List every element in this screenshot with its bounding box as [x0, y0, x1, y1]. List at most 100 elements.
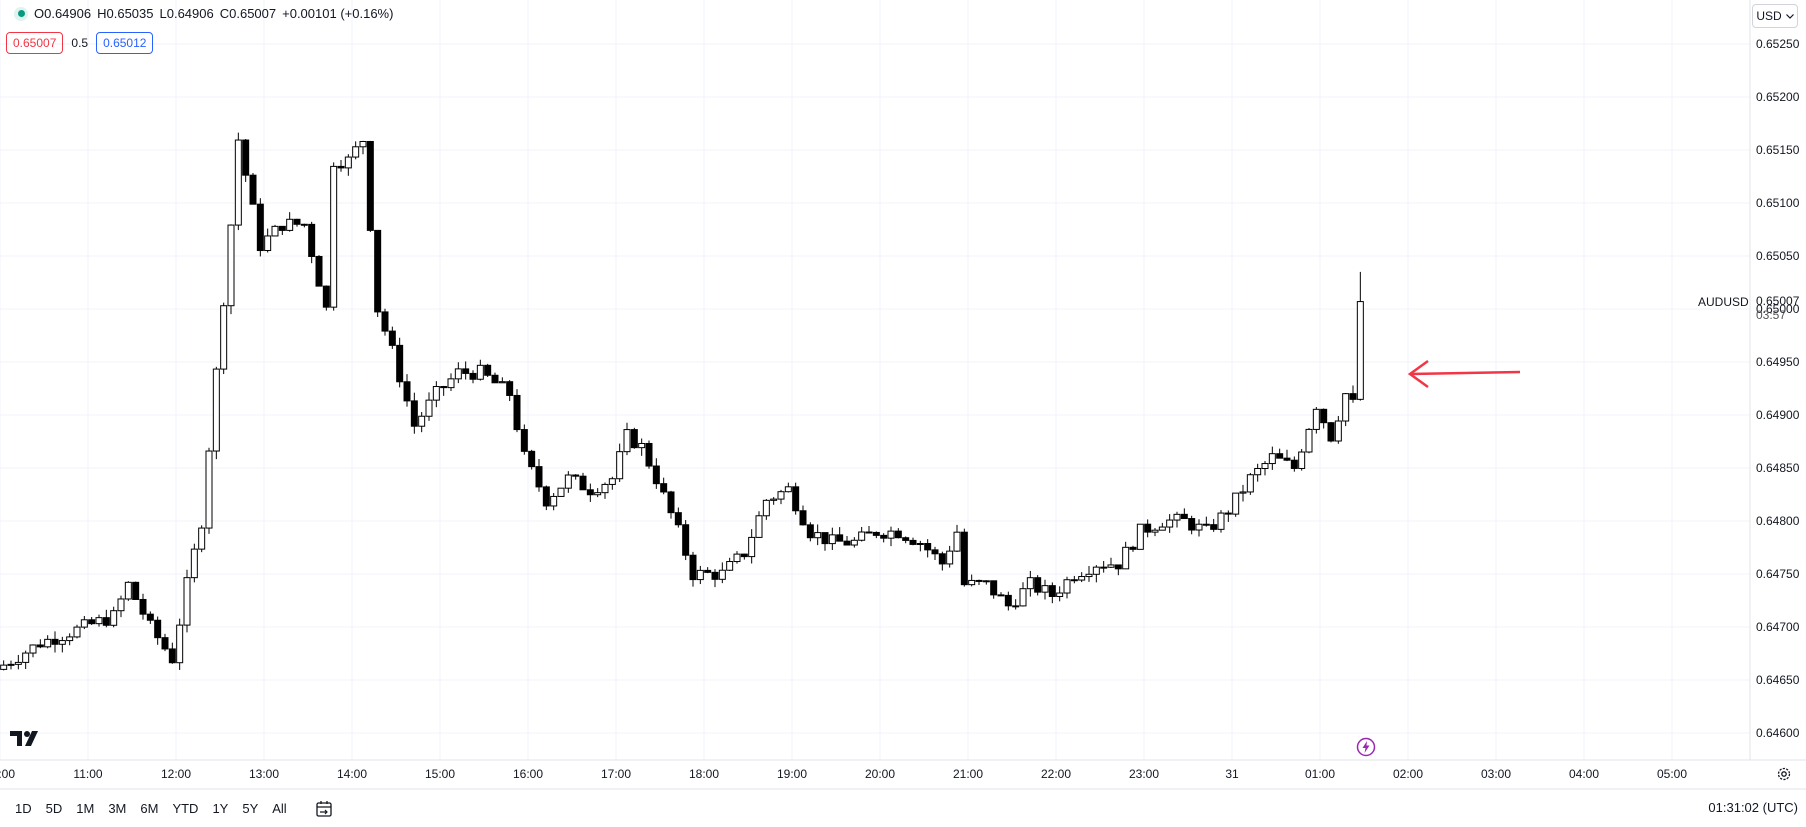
- candle-down: [1202, 523, 1210, 526]
- price-tick-label: 0.64650: [1756, 673, 1800, 687]
- candle-up: [454, 368, 462, 380]
- candle-up: [1136, 523, 1144, 550]
- price-tick-label: 0.64600: [1756, 726, 1800, 740]
- time-tick-label: 02:00: [1393, 767, 1423, 781]
- candle-up: [227, 224, 235, 307]
- legend-open: O0.64906: [34, 6, 92, 21]
- sell-price-button[interactable]: 0.65007: [6, 32, 64, 54]
- candle-up: [95, 617, 103, 625]
- time-tick-label: 01:00: [1305, 767, 1335, 781]
- candle-down: [506, 381, 514, 396]
- candle-down: [902, 537, 910, 541]
- utc-clock[interactable]: 01:31:02 (UTC): [1708, 800, 1798, 815]
- range-5d-button[interactable]: 5D: [45, 801, 63, 816]
- range-1y-button[interactable]: 1Y: [212, 801, 229, 816]
- candle-up: [498, 381, 506, 384]
- time-tick-label: 17:00: [601, 767, 631, 781]
- candle-up: [1019, 588, 1027, 607]
- candle-down: [132, 581, 140, 600]
- range-6m-button[interactable]: 6M: [140, 801, 159, 816]
- candle-up: [762, 499, 770, 517]
- candle-up: [616, 451, 624, 480]
- candle-down: [1114, 564, 1122, 570]
- candle-up: [264, 235, 272, 252]
- candle-down: [1144, 523, 1152, 533]
- candle-up: [425, 399, 433, 417]
- candle-up: [953, 531, 961, 552]
- range-ytd-button[interactable]: YTD: [172, 801, 199, 816]
- lightning-icon[interactable]: [1356, 737, 1376, 762]
- candle-up: [638, 442, 646, 449]
- range-1m-button[interactable]: 1M: [76, 801, 95, 816]
- candle-down: [51, 638, 59, 645]
- candle-down: [865, 531, 873, 534]
- candle-up: [564, 474, 572, 489]
- candle-up: [1056, 592, 1064, 597]
- annotation-arrow-head: [1407, 359, 1429, 389]
- candle-down: [1283, 457, 1291, 461]
- time-tick-label: 16:00: [513, 767, 543, 781]
- candle-up: [66, 636, 74, 642]
- candle-down: [1070, 579, 1078, 582]
- candle-down: [146, 613, 154, 621]
- candle-down: [322, 285, 330, 308]
- candle-up: [58, 640, 66, 645]
- price-chart[interactable]: 0.65250 0.65200 0.65150 0.65100 0.65050 0.650…: [0, 0, 1806, 790]
- candle-up: [176, 624, 184, 664]
- candle-down: [1004, 594, 1012, 607]
- candle-down: [1290, 459, 1298, 469]
- buy-price-button[interactable]: 0.65012: [96, 32, 154, 54]
- currency-selector[interactable]: USD: [1752, 4, 1798, 28]
- candle-up: [1107, 564, 1115, 568]
- candle-up: [814, 532, 822, 539]
- range-3m-button[interactable]: 3M: [108, 801, 127, 816]
- candle-down: [586, 489, 594, 496]
- calendar-range-icon[interactable]: [314, 800, 334, 818]
- candle-down: [102, 617, 110, 626]
- candle-up: [946, 550, 954, 565]
- candle-down: [689, 554, 697, 581]
- price-tick-label: 0.65200: [1756, 90, 1800, 104]
- candle-down: [630, 429, 638, 449]
- candle-down: [1129, 546, 1137, 550]
- candle-down: [1048, 585, 1056, 597]
- candle-down: [1100, 566, 1108, 569]
- candle-up: [352, 146, 360, 158]
- chevron-down-icon: [1785, 13, 1794, 19]
- annotation-arrow-shaft: [1409, 370, 1521, 376]
- candle-down: [1180, 513, 1188, 520]
- range-5y-button[interactable]: 5Y: [242, 801, 259, 816]
- candle-up: [1246, 474, 1254, 493]
- range-1d-button[interactable]: 1D: [15, 801, 32, 816]
- price-tick-label: 0.64950: [1756, 355, 1800, 369]
- time-tick-label: 21:00: [953, 767, 983, 781]
- range-all-button[interactable]: All: [272, 801, 287, 816]
- candle-down: [403, 381, 411, 402]
- time-tick-label: 19:00: [777, 767, 807, 781]
- candle-up: [755, 515, 763, 538]
- candle-up: [1305, 428, 1313, 453]
- candle-up: [557, 487, 565, 497]
- candle-up: [777, 491, 785, 500]
- gear-icon[interactable]: [1776, 766, 1792, 787]
- candle-up: [330, 165, 338, 308]
- candle-down: [36, 644, 44, 648]
- candle-up: [447, 378, 455, 389]
- tradingview-logo-icon[interactable]: [10, 728, 44, 753]
- candle-up: [718, 569, 726, 580]
- candle-down: [381, 311, 389, 332]
- candle-up: [748, 536, 756, 558]
- price-tick-label: 0.64850: [1756, 461, 1800, 475]
- price-tick-label: 0.64700: [1756, 620, 1800, 634]
- candle-up: [80, 619, 88, 628]
- candle-down: [704, 569, 712, 573]
- candle-down: [293, 218, 301, 225]
- time-tick-label: 31: [1225, 767, 1239, 781]
- candle-down: [872, 531, 880, 536]
- candle-down: [960, 531, 968, 586]
- candle-down: [528, 450, 536, 468]
- candle-up: [205, 450, 213, 529]
- candle-down: [337, 165, 345, 169]
- candle-up: [1268, 453, 1276, 465]
- candle-up: [418, 415, 426, 427]
